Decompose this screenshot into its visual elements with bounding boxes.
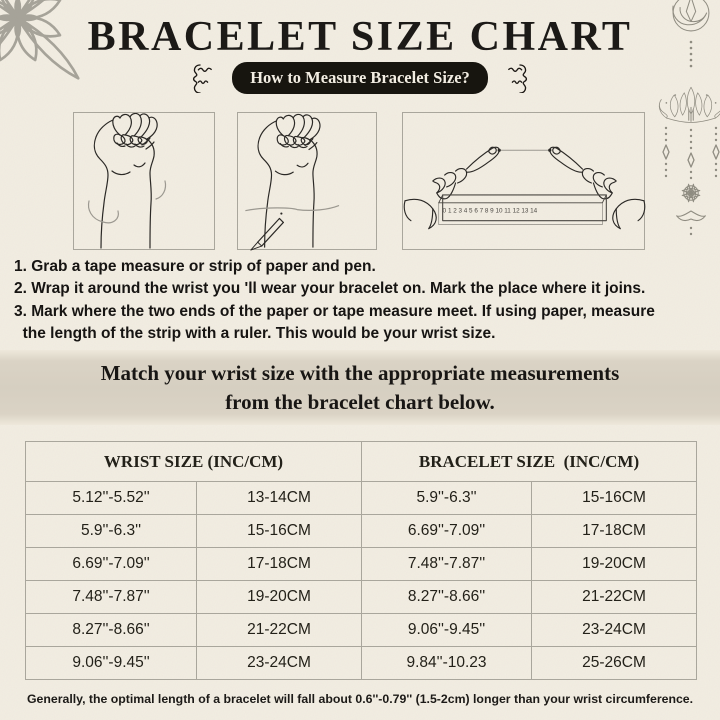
svg-text:0 1 2 3 4 5 6 7 8 9 10 11 12 1: 0 1 2 3 4 5 6 7 8 9 10 11 12 13 14 (443, 208, 538, 215)
